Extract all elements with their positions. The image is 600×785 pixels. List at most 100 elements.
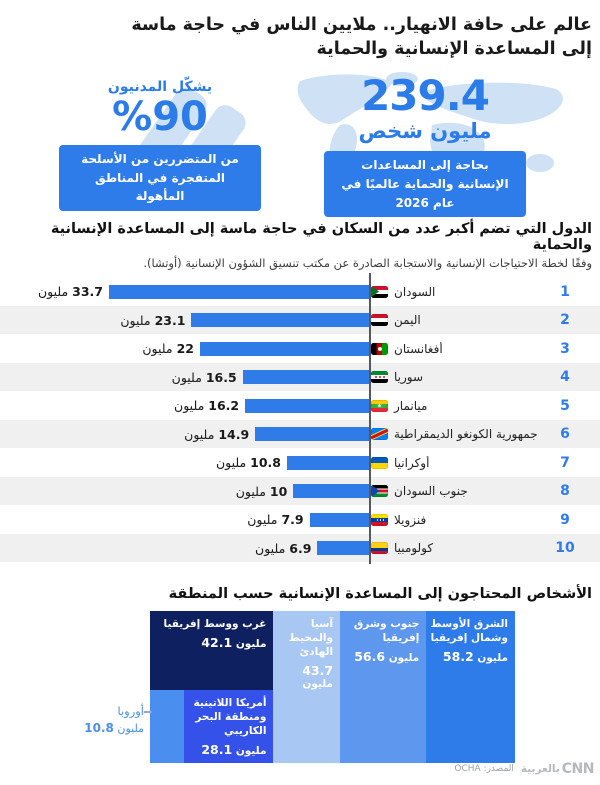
region-value: 43.7 مليون bbox=[302, 662, 334, 690]
bar-zone: 10.8 مليون bbox=[0, 455, 371, 470]
country-cell: فنزويلا bbox=[371, 513, 554, 527]
rank-label: 8 bbox=[560, 483, 570, 500]
value-label: 16.5 مليون bbox=[171, 369, 237, 385]
page-title: عالم على حافة الانهيار.. ملايين الناس في… bbox=[131, 15, 592, 60]
region-block: أمريكا اللاتينية ومنطقة البحر الكاريبي 28… bbox=[184, 690, 274, 764]
value-bar bbox=[191, 313, 371, 328]
bar-zone: 16.5 مليون bbox=[0, 370, 371, 385]
bar-zone: 7.9 مليون bbox=[0, 512, 371, 527]
bar-zone: 16.2 مليون bbox=[0, 398, 371, 413]
flag-venezuela-icon bbox=[371, 513, 388, 526]
cnn-arabic-logo: CNN بالعربية bbox=[520, 761, 595, 777]
country-cell: ميانمار bbox=[371, 399, 554, 413]
region-value: 58.2 مليون bbox=[442, 649, 508, 664]
value-label: 22 مليون bbox=[142, 341, 194, 357]
bar-zone: 14.9 مليون bbox=[0, 427, 371, 442]
rank-label: 2 bbox=[560, 312, 570, 329]
flag-myanmar-icon bbox=[371, 399, 388, 412]
regions-treemap: الشرق الأوسط وشمال إفريقيا 58.2 مليون جنوب… bbox=[150, 611, 515, 764]
value-label: 10.8 مليون bbox=[215, 455, 281, 471]
bar-zone: 33.7 مليون bbox=[0, 284, 371, 299]
value-label: 10 مليون bbox=[235, 483, 288, 499]
table-row: 1 السودان 33.7 مليون bbox=[0, 277, 600, 306]
rank-label: 6 bbox=[560, 426, 570, 443]
table-row: 8 جنوب السودان 10 مليون bbox=[0, 476, 600, 506]
country-cell: سوريا bbox=[371, 370, 554, 384]
country-cell: أوكرانيا bbox=[371, 456, 554, 470]
region-block bbox=[150, 690, 185, 764]
table-row: 3 أفغانستان 22 مليون bbox=[0, 334, 600, 363]
value-label: 6.9 مليون bbox=[255, 540, 312, 556]
table-row: 4 سوريا 16.5 مليون bbox=[0, 362, 600, 392]
value-label: 16.2 مليون bbox=[174, 398, 240, 414]
country-name: أوكرانيا bbox=[394, 455, 430, 470]
table-row: 7 أوكرانيا 10.8 مليون bbox=[0, 448, 600, 477]
country-name: كولومبيا bbox=[394, 541, 434, 556]
region-block: آسيا والمحيط الهادئ 43.7 مليون bbox=[273, 611, 341, 764]
rank-label: 4 bbox=[560, 369, 570, 386]
countries-bar-chart: 1 السودان 33.7 مليون 2 اليمن 23.1 مليون 3 أفغان… bbox=[0, 273, 600, 565]
flag-sudan-icon bbox=[371, 285, 388, 298]
civilians-stat: يشكّل المدنيون %90 من المتضررين من الأسل… bbox=[40, 67, 280, 211]
civilians-caption: من المتضررين من الأسلحة المتفجرة في المن… bbox=[59, 145, 261, 211]
rank-label: 10 bbox=[555, 540, 575, 557]
regions-chart-title: الأشخاص المحتاجون إلى المساعدة الإنسانية… bbox=[168, 586, 592, 603]
value-bar bbox=[200, 341, 371, 356]
value-bar bbox=[255, 427, 371, 442]
country-name: السودان bbox=[394, 284, 436, 299]
flag-ukraine-icon bbox=[371, 456, 388, 469]
region-name: جنوب وشرق إفريقيا bbox=[353, 618, 420, 645]
value-label: 7.9 مليون bbox=[247, 512, 304, 528]
table-row: 5 ميانمار 16.2 مليون bbox=[0, 391, 600, 420]
country-cell: كولومبيا bbox=[371, 541, 554, 555]
people-in-need-value: 239.4 bbox=[361, 71, 490, 121]
country-name: جنوب السودان bbox=[394, 484, 468, 499]
value-bar bbox=[317, 541, 371, 556]
region-value: 42.1 مليون bbox=[201, 635, 267, 651]
country-name: أفغانستان bbox=[394, 341, 443, 356]
europe-region-label: أوروبا 10.8 مليون bbox=[84, 703, 144, 737]
value-bar bbox=[309, 512, 371, 527]
value-bar bbox=[109, 284, 371, 299]
region-value: 28.1 مليون bbox=[201, 741, 267, 757]
bar-zone: 10 مليون bbox=[0, 484, 371, 499]
flag-drc-icon bbox=[371, 428, 388, 441]
country-name: جمهورية الكونغو الديمقراطية bbox=[394, 427, 538, 442]
country-name: فنزويلا bbox=[394, 512, 427, 527]
table-row: 10 كولومبيا 6.9 مليون bbox=[0, 533, 600, 563]
regions-treemap-section: الشرق الأوسط وشمال إفريقيا 58.2 مليون جنوب… bbox=[0, 611, 600, 764]
country-cell: أفغانستان bbox=[371, 342, 554, 356]
civilians-label: يشكّل المدنيون bbox=[107, 79, 213, 96]
europe-connector-line bbox=[144, 711, 152, 713]
region-block: غرب ووسط إفريقيا 42.1 مليون bbox=[150, 611, 274, 691]
countries-chart-title: الدول التي تضم أكبر عدد من السكان في حاج… bbox=[50, 221, 592, 254]
region-name: آسيا والمحيط الهادئ bbox=[288, 618, 334, 658]
rank-label: 3 bbox=[560, 340, 570, 357]
region-block: الشرق الأوسط وشمال إفريقيا 58.2 مليون bbox=[426, 611, 515, 764]
people-in-need-caption: بحاجة إلى المساعدات الإنسانية والحماية ع… bbox=[324, 151, 526, 218]
country-cell: جنوب السودان bbox=[371, 484, 554, 498]
europe-region-value: 10.8 مليون bbox=[84, 720, 144, 735]
region-name: أمريكا اللاتينية ومنطقة البحر الكاريبي bbox=[193, 697, 267, 737]
region-value: 56.6 مليون bbox=[354, 649, 420, 664]
region-block: جنوب وشرق إفريقيا 56.6 مليون bbox=[340, 611, 427, 764]
chart-baseline bbox=[369, 273, 371, 565]
flag-syria-icon bbox=[371, 371, 388, 384]
bar-zone: 6.9 مليون bbox=[0, 541, 371, 556]
value-bar bbox=[242, 370, 371, 385]
flag-yemen-icon bbox=[371, 314, 388, 327]
rank-label: 5 bbox=[560, 397, 570, 414]
footer: CNN بالعربية المصدر: OCHA bbox=[454, 761, 594, 777]
rank-label: 7 bbox=[560, 454, 570, 471]
country-cell: جمهورية الكونغو الديمقراطية bbox=[371, 427, 554, 441]
civilians-percentage: %90 bbox=[112, 94, 208, 141]
key-stats-section: 239.4 مليون شخص بحاجة إلى المساعدات الإن… bbox=[0, 67, 600, 218]
bar-zone: 23.1 مليون bbox=[0, 313, 371, 328]
bar-zone: 22 مليون bbox=[0, 341, 371, 356]
table-row: 6 جمهورية الكونغو الديمقراطية 14.9 مليون bbox=[0, 419, 600, 449]
value-bar bbox=[245, 398, 371, 413]
country-name: اليمن bbox=[394, 313, 421, 328]
people-in-need-stat: 239.4 مليون شخص بحاجة إلى المساعدات الإن… bbox=[280, 67, 570, 218]
country-name: سوريا bbox=[394, 370, 424, 385]
